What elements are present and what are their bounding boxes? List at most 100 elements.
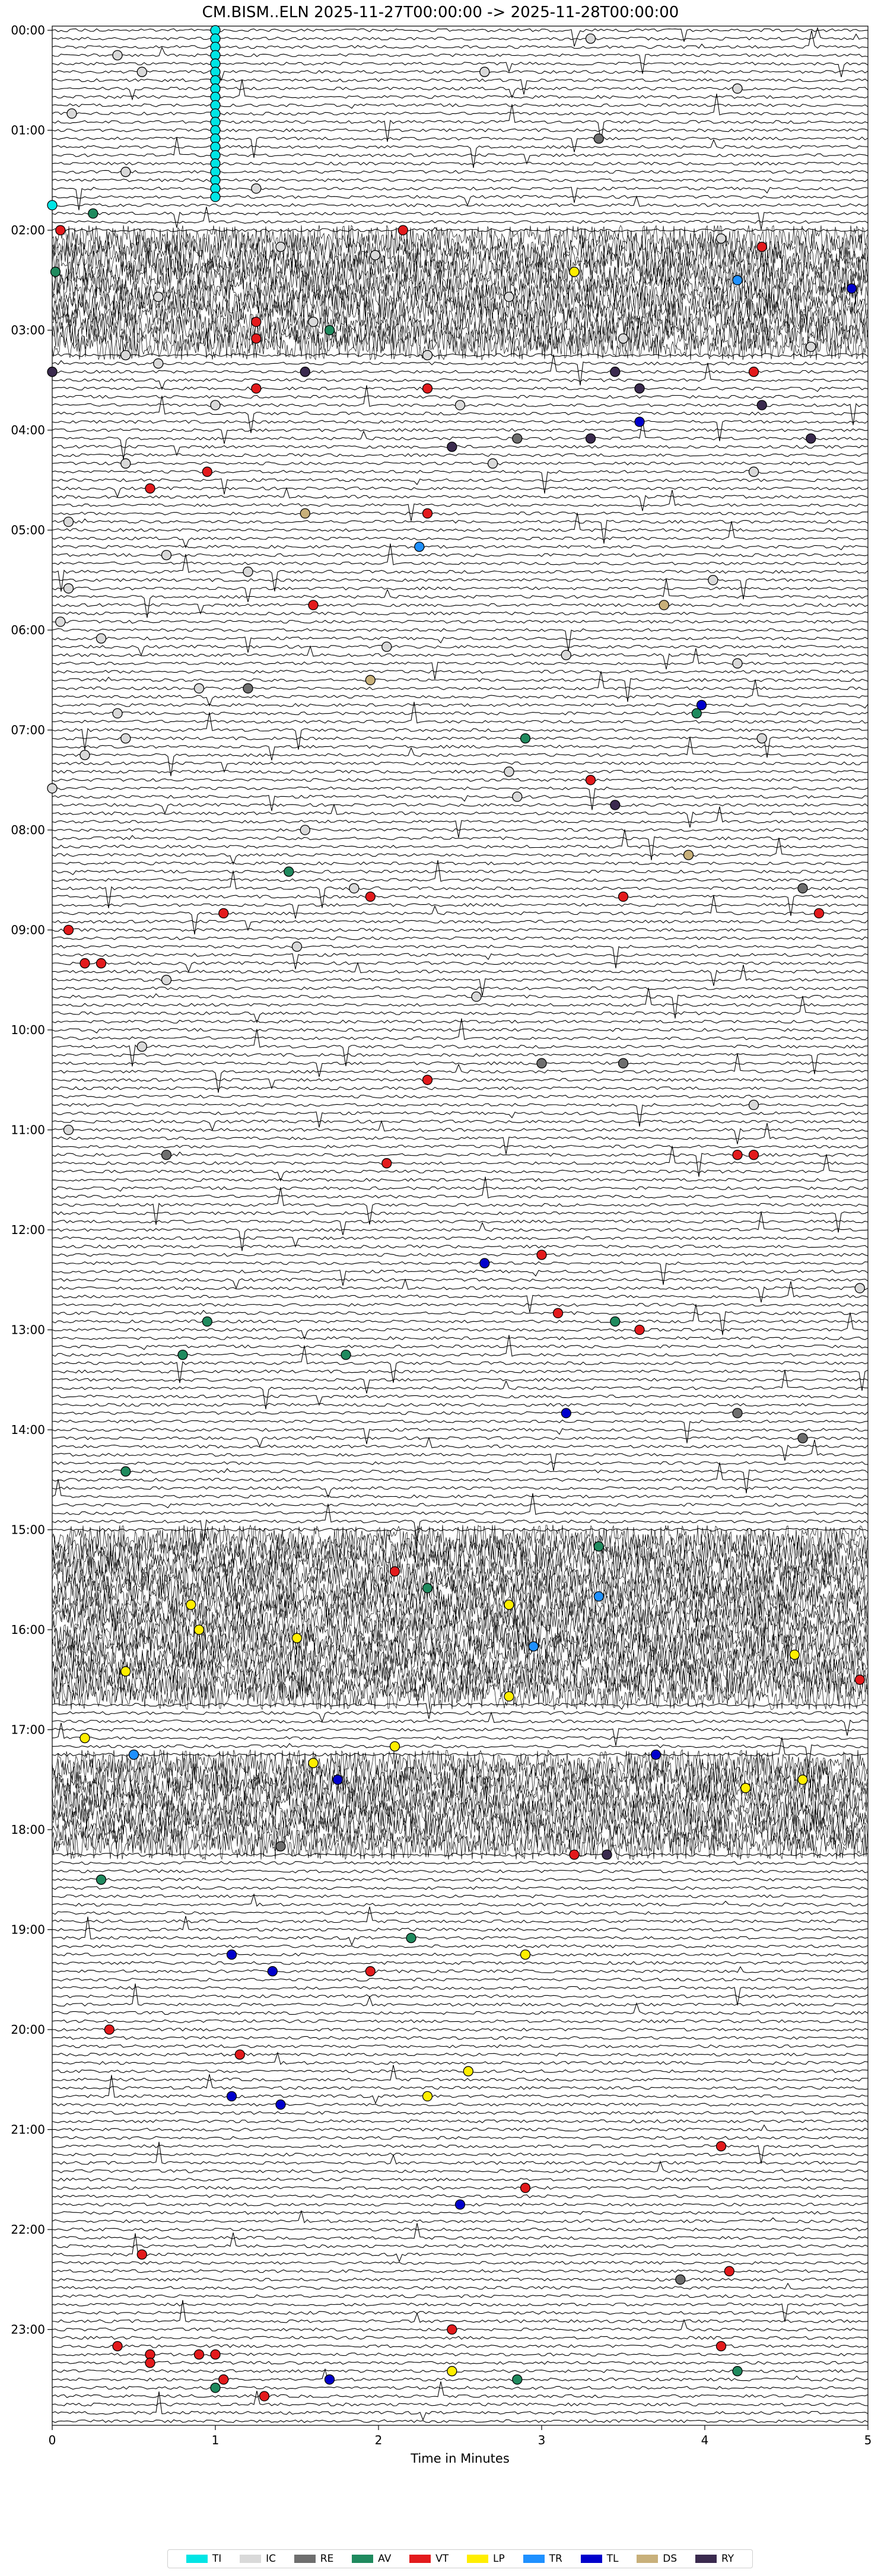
event-marker	[618, 333, 629, 344]
trace-row	[52, 2002, 869, 2015]
event-marker	[120, 1666, 131, 1677]
legend-label: LP	[493, 2553, 505, 2565]
trace-row	[52, 161, 869, 166]
event-marker	[145, 2358, 155, 2368]
trace-row	[52, 1711, 869, 1736]
trace-row	[52, 920, 869, 931]
event-marker	[55, 225, 66, 236]
trace-row	[52, 1983, 869, 2007]
trace-row	[52, 701, 869, 724]
event-marker	[504, 1691, 514, 1702]
event-marker	[210, 192, 221, 202]
trace-row	[52, 1270, 869, 1286]
trace-row	[52, 703, 869, 709]
trace-row	[52, 2419, 869, 2424]
trace-row	[52, 1336, 869, 1340]
event-marker	[275, 1841, 286, 1852]
trace-row	[52, 936, 869, 940]
event-marker	[528, 1641, 539, 1652]
event-marker	[251, 183, 262, 194]
trace-row	[52, 2311, 869, 2315]
trace-row	[52, 1952, 869, 1957]
trace-row	[52, 1832, 868, 1861]
trace-row	[52, 1886, 869, 1890]
trace-row	[52, 1278, 869, 1290]
trace-row	[52, 736, 869, 758]
event-marker	[569, 1849, 580, 1860]
event-marker	[259, 2391, 270, 2402]
trace-row	[52, 2136, 869, 2140]
trace-row	[52, 679, 869, 707]
y-tick-label: 08:00	[11, 823, 45, 837]
legend-item: TL	[580, 2553, 618, 2565]
event-marker	[275, 241, 286, 252]
event-marker	[854, 1283, 865, 1293]
event-marker	[202, 1316, 212, 1327]
event-marker	[397, 225, 408, 236]
trace-row	[52, 470, 868, 494]
event-marker	[512, 791, 523, 802]
trace-row	[52, 1757, 868, 1785]
event-marker	[675, 2274, 686, 2285]
event-marker	[63, 516, 74, 527]
event-marker	[308, 600, 319, 610]
trace-row	[52, 2260, 869, 2265]
trace-row	[52, 1878, 869, 1882]
trace-row	[52, 1824, 868, 1852]
event-marker	[854, 1674, 865, 1685]
event-marker	[381, 1158, 392, 1169]
trace-row	[52, 1019, 869, 1024]
trace-row	[52, 2336, 869, 2340]
event-marker	[520, 733, 531, 744]
trace-row	[52, 2124, 869, 2132]
trace-row	[52, 486, 869, 511]
trace-row	[52, 2369, 869, 2373]
event-marker	[634, 1324, 645, 1335]
trace-row	[52, 1312, 869, 1340]
event-marker	[422, 1074, 433, 1085]
trace-row	[52, 195, 869, 208]
event-marker	[618, 891, 629, 902]
event-marker	[471, 991, 482, 1002]
event-marker	[291, 941, 303, 952]
legend-item: DS	[637, 2553, 677, 2565]
trace-row	[52, 553, 869, 557]
trace-row	[52, 1061, 869, 1077]
trace-row	[52, 1078, 869, 1090]
event-marker	[128, 1749, 139, 1760]
trace-row	[52, 206, 869, 224]
trace-row	[52, 645, 869, 670]
event-marker	[447, 2324, 457, 2335]
y-tick-label: 14:00	[11, 1423, 45, 1437]
y-tick-label: 11:00	[11, 1123, 45, 1137]
event-marker	[243, 683, 253, 694]
legend-item: IC	[240, 2553, 276, 2565]
event-marker	[536, 1058, 547, 1068]
trace-row	[52, 603, 869, 615]
trace-row	[52, 786, 869, 810]
trace-row	[52, 70, 869, 82]
trace-row	[52, 1120, 869, 1144]
trace-row	[52, 78, 869, 95]
trace-row	[52, 186, 869, 211]
trace-row	[52, 745, 869, 761]
trace-row	[52, 1916, 869, 1946]
trace-row	[52, 1427, 869, 1445]
trace-row	[52, 362, 869, 390]
trace-row	[52, 711, 869, 715]
y-tick-label: 02:00	[11, 223, 45, 237]
event-marker	[610, 800, 621, 810]
trace-row	[52, 1211, 869, 1251]
event-marker	[120, 733, 131, 744]
event-marker	[846, 283, 857, 294]
event-marker	[55, 616, 66, 627]
event-marker	[63, 1124, 74, 1136]
event-marker	[454, 2199, 466, 2210]
trace-row	[52, 1893, 869, 1907]
trace-row	[52, 828, 869, 832]
event-marker	[341, 1349, 351, 1360]
trace-row	[52, 128, 869, 132]
event-marker	[251, 383, 262, 394]
y-tick-label: 12:00	[11, 1223, 45, 1237]
trace-row	[52, 2069, 869, 2073]
